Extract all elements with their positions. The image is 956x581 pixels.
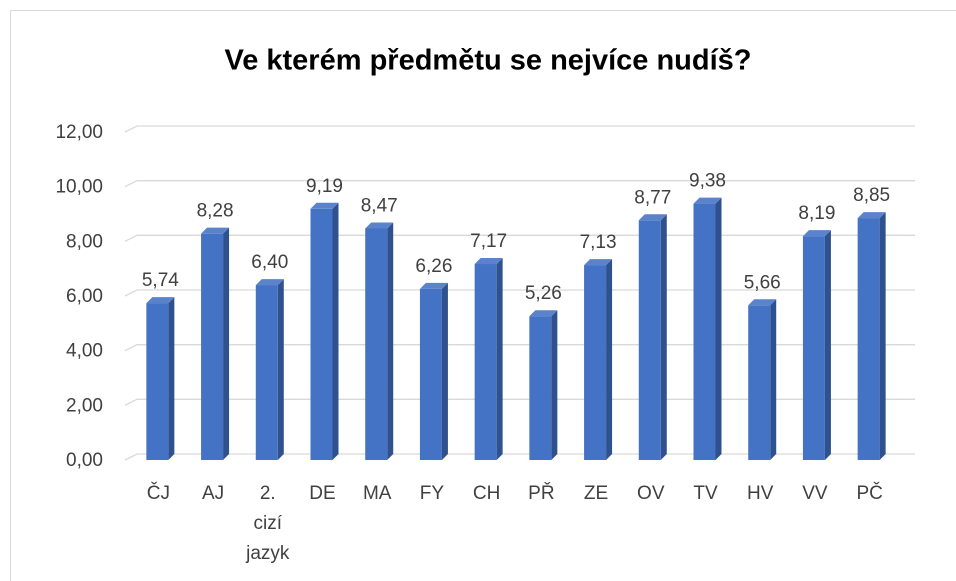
y-tick-label: 4,00 — [66, 341, 103, 362]
bar-top — [419, 282, 448, 289]
grid-line — [124, 234, 915, 242]
bar-top — [584, 259, 613, 266]
bar — [638, 220, 661, 460]
bar-side — [715, 197, 722, 460]
x-tick-label: TV — [693, 483, 718, 504]
y-tick-label: 12,00 — [55, 122, 103, 143]
bar-top — [365, 222, 394, 229]
data-label: 7,17 — [470, 231, 507, 252]
x-tick-label: CH — [473, 483, 500, 504]
grid-line — [124, 344, 915, 352]
bar-side — [551, 310, 558, 460]
bar-side — [332, 202, 339, 460]
x-tick-label: 2. cizí jazyk — [245, 483, 290, 564]
bar — [419, 288, 442, 460]
bar-side — [441, 282, 448, 460]
data-label: 6,26 — [415, 256, 452, 277]
x-tick-label: VV — [802, 483, 828, 504]
y-tick-label: 0,00 — [66, 450, 103, 471]
bar-top — [474, 258, 503, 265]
x-tick-label: ZE — [584, 483, 608, 504]
bar-side — [879, 212, 886, 460]
bar — [529, 316, 552, 460]
bar-side — [387, 222, 394, 460]
y-tick-label: 10,00 — [55, 177, 103, 198]
bar-side — [496, 258, 503, 460]
grid-line — [124, 125, 915, 133]
grid-line — [124, 453, 915, 461]
data-label: 5,74 — [142, 270, 179, 291]
bar-side — [824, 230, 831, 460]
x-tick-label: OV — [637, 483, 665, 504]
bar — [255, 285, 278, 460]
data-label: 9,38 — [689, 171, 726, 192]
bar-side — [168, 297, 175, 460]
bar-top — [146, 297, 175, 304]
data-label: 6,40 — [251, 252, 288, 273]
grid-line — [124, 398, 915, 406]
x-tick-label: MA — [363, 483, 392, 504]
bar — [365, 228, 388, 460]
bar — [802, 236, 825, 460]
bar-top — [693, 197, 722, 204]
chart-frame — [10, 10, 956, 581]
chart-title: Ve kterém předmětu se nejvíce nudíš? — [224, 45, 751, 77]
x-tick-label: DE — [309, 483, 335, 504]
y-tick-label: 2,00 — [66, 395, 103, 416]
bar-top — [529, 310, 558, 317]
data-label: 8,85 — [853, 185, 890, 206]
data-label: 8,28 — [197, 201, 234, 222]
bar-top — [857, 212, 886, 219]
data-label: 8,19 — [798, 203, 835, 224]
bar-top — [802, 230, 831, 237]
grid-line — [124, 289, 915, 297]
y-tick-label: 6,00 — [66, 286, 103, 307]
bar-side — [277, 279, 284, 460]
x-tick-label: PČ — [856, 482, 882, 504]
bar — [584, 265, 607, 460]
bar-side — [770, 299, 777, 460]
bar-top — [310, 202, 339, 209]
x-tick-label: FY — [420, 483, 445, 504]
data-label: 8,47 — [361, 196, 398, 217]
bar — [857, 218, 880, 460]
data-label: 7,13 — [580, 232, 617, 253]
bar — [693, 203, 716, 460]
grid-line — [124, 180, 915, 188]
data-label: 8,77 — [634, 187, 671, 208]
data-label: 5,66 — [744, 272, 781, 293]
x-tick-label: HV — [747, 483, 774, 504]
x-tick-label: PŘ — [528, 482, 554, 504]
data-label: 5,26 — [525, 283, 562, 304]
bar-top — [748, 299, 777, 306]
bar-side — [223, 227, 230, 460]
bar-side — [660, 214, 667, 460]
bar — [310, 208, 333, 460]
data-label: 9,19 — [306, 176, 343, 197]
bar — [201, 233, 224, 460]
bar — [748, 305, 771, 460]
bar-side — [606, 259, 613, 460]
y-tick-label: 8,00 — [66, 231, 103, 252]
x-tick-label: ČJ — [147, 482, 170, 504]
bar — [146, 303, 169, 460]
bar-top — [255, 279, 284, 286]
x-tick-label: AJ — [202, 483, 224, 504]
bar-top — [201, 227, 230, 234]
bar — [474, 264, 497, 460]
bar-top — [638, 214, 667, 221]
